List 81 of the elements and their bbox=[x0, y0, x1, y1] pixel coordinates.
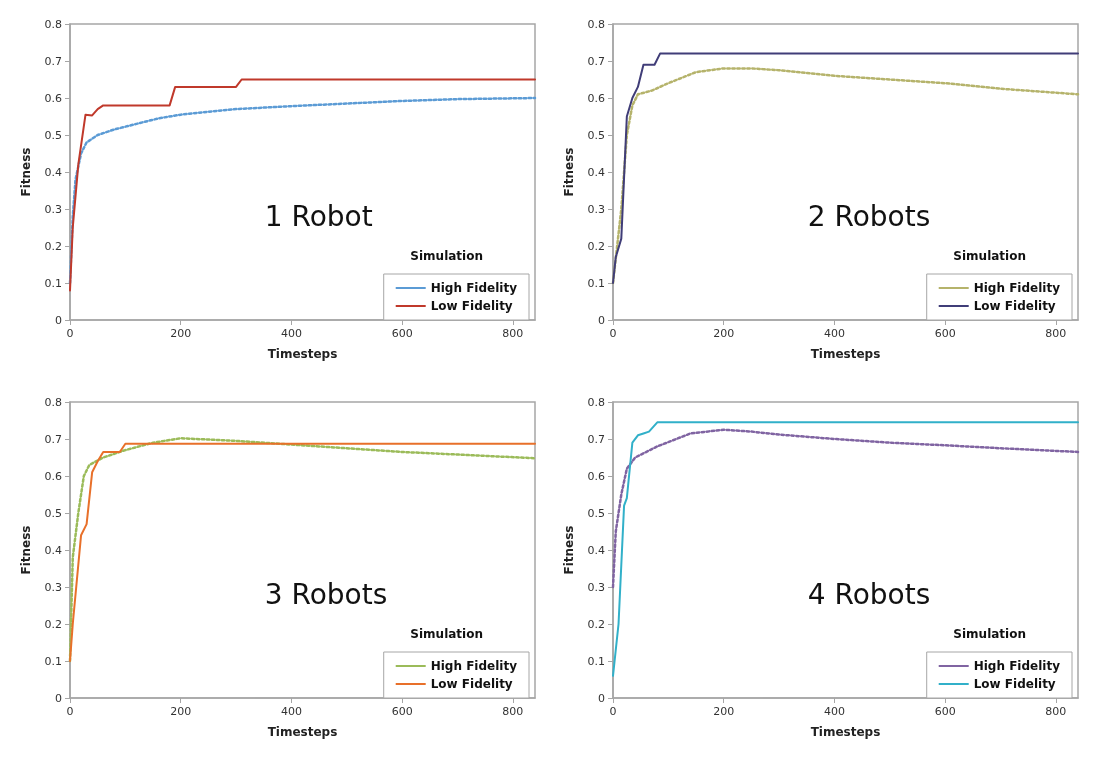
y-tick-label: 0 bbox=[598, 313, 605, 327]
x-axis-title: Timesteps bbox=[267, 725, 338, 739]
x-tick-label: 200 bbox=[170, 705, 192, 718]
y-axis-title: Fitness bbox=[562, 525, 576, 575]
y-tick-label: 0.1 bbox=[587, 654, 605, 668]
legend-label: High Fidelity bbox=[973, 659, 1061, 673]
y-tick-label: 0.1 bbox=[587, 276, 605, 290]
legend-title: Simulation bbox=[953, 627, 1027, 641]
y-axis-title: Fitness bbox=[562, 147, 576, 197]
x-tick-label: 400 bbox=[823, 327, 845, 340]
y-tick-label: 0.7 bbox=[587, 432, 605, 446]
y-tick-label: 0.8 bbox=[44, 395, 62, 409]
line-series bbox=[612, 421, 1079, 677]
y-tick-label: 0.5 bbox=[587, 128, 605, 142]
y-tick-label: 0.3 bbox=[44, 580, 62, 594]
legend-label: Low Fidelity bbox=[973, 299, 1056, 313]
x-tick-label: 0 bbox=[66, 327, 74, 340]
y-tick-label: 0.5 bbox=[587, 506, 605, 520]
x-tick-label: 800 bbox=[1045, 705, 1067, 718]
legend-label: Low Fidelity bbox=[973, 677, 1056, 691]
y-tick-label: 0.8 bbox=[44, 17, 62, 31]
y-tick-label: 0.2 bbox=[587, 617, 605, 631]
x-tick-label: 600 bbox=[934, 327, 956, 340]
y-tick-label: 0.8 bbox=[587, 395, 605, 409]
x-tick-label: 200 bbox=[713, 327, 735, 340]
y-tick-label: 0.5 bbox=[44, 128, 62, 142]
y-tick-label: 0 bbox=[598, 691, 605, 705]
x-tick-label: 400 bbox=[280, 327, 302, 340]
x-tick-label: 200 bbox=[170, 327, 192, 340]
legend-title: Simulation bbox=[410, 627, 484, 641]
y-tick-label: 0.4 bbox=[587, 165, 605, 179]
x-tick-label: 800 bbox=[502, 705, 524, 718]
y-tick-label: 0 bbox=[55, 691, 62, 705]
annotation: 1 Robot bbox=[264, 199, 373, 233]
y-tick-label: 0.4 bbox=[44, 543, 62, 557]
y-tick-label: 0.3 bbox=[44, 202, 62, 216]
y-tick-label: 0.6 bbox=[44, 469, 62, 483]
annotation: 3 Robots bbox=[264, 577, 388, 611]
y-tick-label: 0.4 bbox=[587, 543, 605, 557]
legend-label: High Fidelity bbox=[973, 281, 1061, 295]
y-tick-label: 0.7 bbox=[44, 432, 62, 446]
y-axis-title: Fitness bbox=[19, 147, 33, 197]
y-tick-label: 0.2 bbox=[44, 617, 62, 631]
annotation: 2 Robots bbox=[807, 199, 931, 233]
x-tick-label: 400 bbox=[280, 705, 302, 718]
y-tick-label: 0.2 bbox=[44, 239, 62, 253]
legend-title: Simulation bbox=[410, 249, 484, 263]
legend-label: High Fidelity bbox=[430, 281, 518, 295]
x-tick-label: 0 bbox=[609, 327, 617, 340]
legend-label: High Fidelity bbox=[430, 659, 518, 673]
x-axis-title: Timesteps bbox=[267, 347, 338, 361]
y-tick-label: 0.1 bbox=[44, 276, 62, 290]
x-tick-label: 0 bbox=[609, 705, 617, 718]
y-tick-label: 0.5 bbox=[44, 506, 62, 520]
x-tick-label: 400 bbox=[823, 705, 845, 718]
y-tick-label: 0.2 bbox=[587, 239, 605, 253]
x-axis-title: Timesteps bbox=[810, 725, 881, 739]
annotation: 4 Robots bbox=[807, 577, 931, 611]
y-tick-label: 0.1 bbox=[44, 654, 62, 668]
x-tick-label: 800 bbox=[502, 327, 524, 340]
y-tick-label: 0.6 bbox=[44, 91, 62, 105]
y-tick-label: 0.6 bbox=[587, 469, 605, 483]
y-tick-label: 0.7 bbox=[44, 54, 62, 68]
x-tick-label: 600 bbox=[934, 705, 956, 718]
y-tick-label: 0.7 bbox=[587, 54, 605, 68]
x-axis-title: Timesteps bbox=[810, 347, 881, 361]
y-tick-label: 0.3 bbox=[587, 202, 605, 216]
x-tick-label: 200 bbox=[713, 705, 735, 718]
legend-title: Simulation bbox=[953, 249, 1027, 263]
legend-label: Low Fidelity bbox=[430, 299, 513, 313]
x-tick-label: 600 bbox=[391, 327, 413, 340]
legend-label: Low Fidelity bbox=[430, 677, 513, 691]
y-tick-label: 0.8 bbox=[587, 17, 605, 31]
y-axis-title: Fitness bbox=[19, 525, 33, 575]
x-tick-label: 800 bbox=[1045, 327, 1067, 340]
x-tick-label: 0 bbox=[66, 705, 74, 718]
y-tick-label: 0.6 bbox=[587, 91, 605, 105]
x-tick-label: 600 bbox=[391, 705, 413, 718]
y-tick-label: 0.4 bbox=[44, 165, 62, 179]
y-tick-label: 0 bbox=[55, 313, 62, 327]
y-tick-label: 0.3 bbox=[587, 580, 605, 594]
